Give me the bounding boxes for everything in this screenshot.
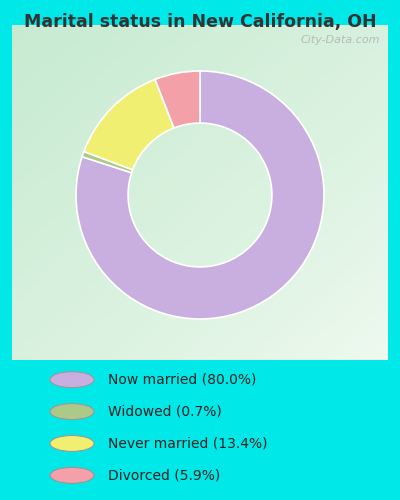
Wedge shape: [84, 80, 174, 170]
Text: Now married (80.0%): Now married (80.0%): [108, 372, 256, 386]
Circle shape: [50, 436, 94, 452]
Text: City-Data.com: City-Data.com: [301, 35, 380, 45]
Text: Divorced (5.9%): Divorced (5.9%): [108, 468, 220, 482]
Text: Widowed (0.7%): Widowed (0.7%): [108, 404, 222, 418]
Circle shape: [50, 372, 94, 388]
Text: Marital status in New California, OH: Marital status in New California, OH: [24, 12, 376, 30]
Text: Never married (13.4%): Never married (13.4%): [108, 436, 268, 450]
Wedge shape: [155, 71, 200, 128]
Wedge shape: [82, 152, 133, 173]
Wedge shape: [76, 71, 324, 319]
Circle shape: [50, 404, 94, 419]
Circle shape: [50, 468, 94, 483]
